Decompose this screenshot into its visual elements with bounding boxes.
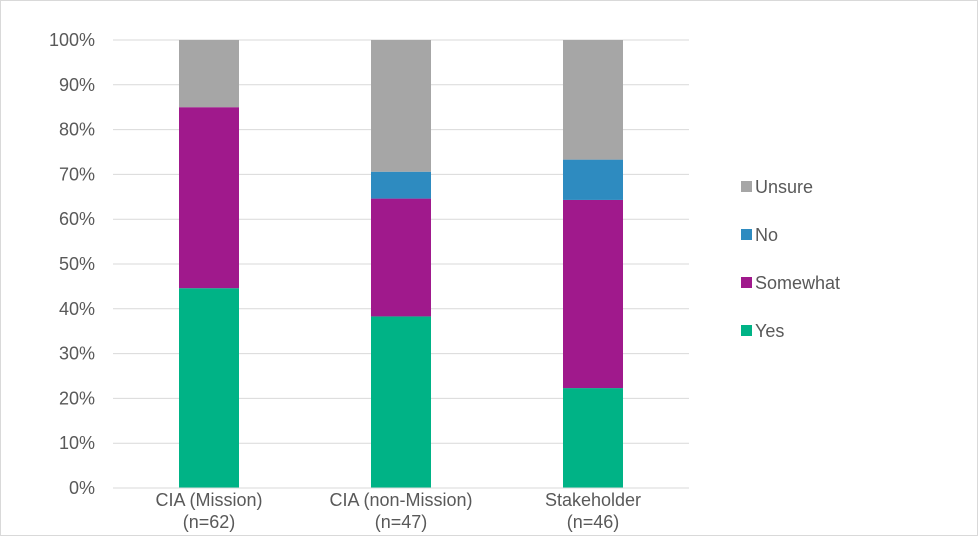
bar-segment-unsure bbox=[371, 40, 431, 172]
bar-segment-yes bbox=[179, 288, 239, 488]
y-tick-label: 0% bbox=[69, 478, 95, 498]
bar-segment-no bbox=[563, 159, 623, 200]
legend-label-yes: Yes bbox=[755, 321, 784, 341]
y-tick-label: 30% bbox=[59, 344, 95, 364]
bar-segment-unsure bbox=[179, 40, 239, 108]
bar-segment-somewhat bbox=[179, 107, 239, 289]
x-category-sample-size: (n=62) bbox=[183, 512, 236, 532]
legend-swatch-yes bbox=[741, 325, 752, 336]
y-tick-label: 90% bbox=[59, 75, 95, 95]
bars bbox=[179, 40, 623, 488]
legend-swatch-unsure bbox=[741, 181, 752, 192]
legend-swatch-somewhat bbox=[741, 277, 752, 288]
y-axis-ticks: 0% 10% 20% 30% 40% 50% 60% 70% 80% 90% 100% bbox=[49, 30, 95, 498]
x-category-label: CIA (Mission) bbox=[155, 490, 262, 510]
legend-swatch-no bbox=[741, 229, 752, 240]
x-category-label: Stakeholder bbox=[545, 490, 641, 510]
y-tick-label: 20% bbox=[59, 388, 95, 408]
bar-segment-yes bbox=[563, 388, 623, 488]
bar-segment-no bbox=[371, 171, 431, 199]
x-category-sample-size: (n=47) bbox=[375, 512, 428, 532]
legend: Unsure No Somewhat Yes bbox=[741, 177, 840, 341]
x-category-sample-size: (n=46) bbox=[567, 512, 620, 532]
x-category-label: CIA (non-Mission) bbox=[329, 490, 472, 510]
legend-label-unsure: Unsure bbox=[755, 177, 813, 197]
legend-label-no: No bbox=[755, 225, 778, 245]
y-tick-label: 70% bbox=[59, 164, 95, 184]
x-axis-labels: CIA (Mission)(n=62)CIA (non-Mission)(n=4… bbox=[155, 490, 641, 532]
y-tick-label: 80% bbox=[59, 120, 95, 140]
y-tick-label: 40% bbox=[59, 299, 95, 319]
bar-segment-yes bbox=[371, 316, 431, 488]
y-tick-label: 50% bbox=[59, 254, 95, 274]
legend-label-somewhat: Somewhat bbox=[755, 273, 840, 293]
bar-segment-somewhat bbox=[371, 198, 431, 317]
y-tick-label: 10% bbox=[59, 433, 95, 453]
y-tick-label: 60% bbox=[59, 209, 95, 229]
bar-segment-somewhat bbox=[563, 199, 623, 389]
bar-segment-unsure bbox=[563, 40, 623, 160]
y-tick-label: 100% bbox=[49, 30, 95, 50]
